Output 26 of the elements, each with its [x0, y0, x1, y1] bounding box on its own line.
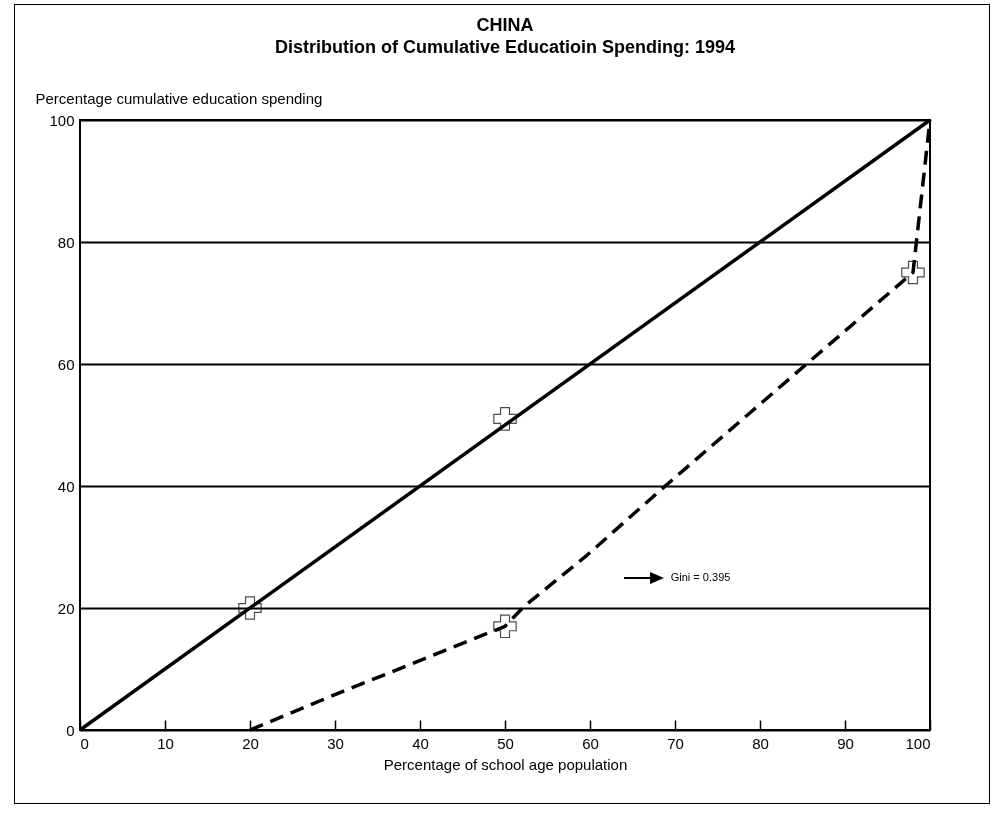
y-tick-label: 100 — [49, 111, 75, 129]
x-tick-label: 30 — [327, 734, 344, 752]
x-tick-label: 100 — [905, 734, 931, 752]
x-tick-label: 10 — [157, 734, 174, 752]
y-axis-title: Percentage cumulative education spending — [35, 89, 323, 107]
x-tick-label: 0 — [80, 734, 89, 752]
chart-title: CHINA — [476, 15, 534, 35]
point — [901, 260, 925, 285]
x-axis-title: Percentage of school age population — [383, 755, 628, 773]
x-tick-label: 70 — [667, 734, 684, 752]
x-tick-label: 60 — [582, 734, 599, 752]
point — [238, 596, 262, 620]
annotation: Gini = 0.395 — [670, 570, 731, 583]
x-tick-label: 90 — [837, 734, 854, 752]
y-tick-label: 0 — [66, 721, 75, 739]
x-tick-label: 40 — [412, 734, 429, 752]
y-tick-label: 80 — [57, 233, 75, 251]
x-tick-label: 50 — [497, 734, 514, 752]
y-tick-label: 40 — [57, 477, 75, 495]
chart-subtitle: Distribution of Cumulative Educatioin Spending: 1994 — [274, 37, 736, 57]
y-tick-label: 60 — [57, 355, 75, 373]
x-tick-label: 20 — [242, 734, 259, 752]
x-tick-label: 80 — [752, 734, 769, 752]
point — [493, 614, 517, 639]
point — [493, 407, 517, 431]
y-tick-label: 20 — [57, 599, 75, 617]
